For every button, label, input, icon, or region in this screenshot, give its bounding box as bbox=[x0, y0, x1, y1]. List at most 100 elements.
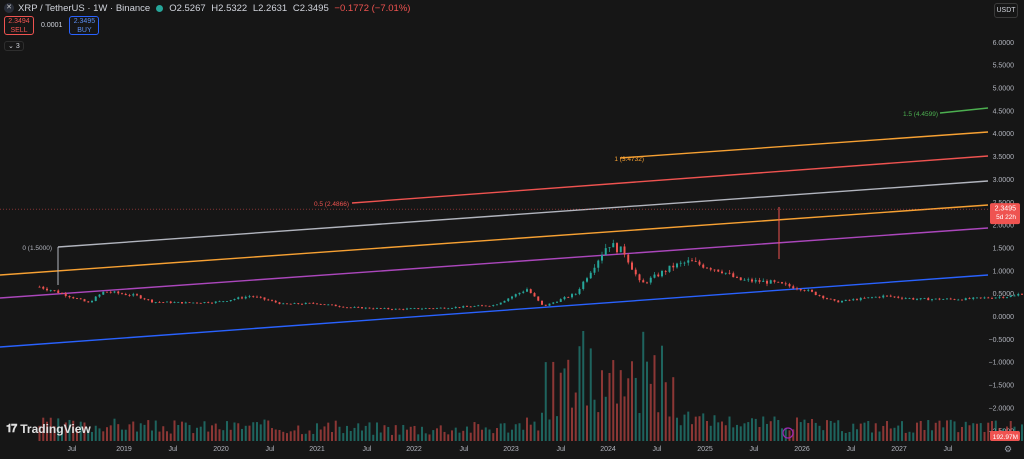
volume-bar bbox=[867, 420, 870, 441]
sell-button[interactable]: 2.3494 SELL bbox=[4, 16, 34, 35]
candle-body bbox=[942, 299, 945, 300]
candle-body bbox=[559, 299, 562, 302]
indicators-toggle[interactable]: ⌄ 3 bbox=[4, 41, 24, 51]
candle-body bbox=[342, 306, 345, 308]
candle-body bbox=[49, 290, 52, 292]
volume-bar bbox=[57, 418, 60, 441]
candle-body bbox=[818, 295, 821, 296]
volume-bar bbox=[739, 426, 742, 441]
volume-bar bbox=[203, 421, 206, 441]
candle-body bbox=[409, 308, 412, 310]
volume-bar bbox=[552, 361, 555, 441]
y-tick-label: 5.0000 bbox=[993, 86, 1015, 93]
volume-bar bbox=[383, 425, 386, 441]
market-status-icon bbox=[156, 4, 164, 12]
candle-body bbox=[781, 282, 783, 284]
candle-body bbox=[567, 297, 570, 298]
volume-bar bbox=[919, 420, 922, 441]
y-tick-label: 2.0000 bbox=[993, 223, 1015, 230]
candle-body bbox=[503, 300, 506, 303]
volume-bar bbox=[683, 414, 686, 441]
symbol-logo-icon[interactable]: ✕ bbox=[4, 3, 14, 13]
candle-body bbox=[889, 295, 892, 297]
volume-bar bbox=[773, 416, 776, 441]
candle-body bbox=[882, 295, 885, 298]
volume-bar bbox=[151, 430, 153, 441]
candle-body bbox=[946, 298, 948, 300]
volume-bar bbox=[957, 432, 960, 441]
volume-bar bbox=[586, 405, 588, 441]
volume-bar bbox=[286, 433, 288, 441]
last-price-value: 2.3495 bbox=[995, 206, 1017, 213]
x-tick-label: Jul bbox=[363, 446, 372, 453]
y-tick-label: 3.5000 bbox=[993, 154, 1015, 161]
candle-body bbox=[226, 301, 228, 302]
volume-bar bbox=[743, 423, 746, 441]
candle-body bbox=[1009, 295, 1012, 298]
candle-body bbox=[762, 280, 765, 282]
volume-bar bbox=[818, 425, 821, 441]
volume-bar bbox=[42, 417, 45, 441]
volume-bar bbox=[451, 430, 453, 441]
volume-bar bbox=[64, 422, 67, 441]
y-tick-label: 4.5000 bbox=[993, 108, 1015, 115]
volume-bar bbox=[402, 424, 405, 441]
x-tick-label: 2026 bbox=[794, 446, 810, 453]
volume-bar bbox=[642, 331, 645, 441]
high-value: H2.5322 bbox=[211, 2, 248, 14]
volume-bar bbox=[87, 429, 90, 441]
y-tick-label: −1.0000 bbox=[989, 360, 1015, 367]
y-tick-label: −1.5000 bbox=[989, 383, 1015, 390]
candle-body bbox=[143, 298, 146, 300]
candle-body bbox=[286, 303, 288, 305]
candle-body bbox=[571, 294, 573, 298]
candle-body bbox=[863, 297, 866, 299]
x-tick-label: 2025 bbox=[697, 446, 713, 453]
volume-bar bbox=[717, 422, 720, 441]
candle-body bbox=[619, 246, 622, 253]
candle-body bbox=[121, 293, 123, 295]
candle-body bbox=[91, 300, 93, 303]
candle-body bbox=[102, 291, 105, 295]
settings-gear-icon[interactable]: ⚙ bbox=[1004, 444, 1013, 454]
volume-bar bbox=[972, 423, 975, 441]
candle-body bbox=[364, 307, 367, 309]
candle-body bbox=[106, 291, 108, 293]
candle-body bbox=[799, 289, 802, 291]
candle-body bbox=[897, 296, 900, 298]
candle-body bbox=[57, 290, 60, 294]
buy-button[interactable]: 2.3495 BUY bbox=[69, 16, 100, 35]
candle-body bbox=[736, 277, 738, 278]
last-volume-value: 192.97M bbox=[993, 434, 1018, 441]
candle-body bbox=[188, 302, 191, 304]
candle-body bbox=[908, 298, 911, 299]
candle-body bbox=[574, 293, 577, 295]
volume-bar bbox=[469, 432, 472, 441]
currency-select[interactable]: USDT bbox=[994, 3, 1018, 18]
volume-bar bbox=[94, 425, 97, 441]
volume-bar bbox=[653, 355, 656, 441]
fib-level-05-line bbox=[351, 155, 989, 204]
candle-body bbox=[886, 295, 888, 297]
volume-bar bbox=[713, 415, 716, 441]
candle-body bbox=[608, 247, 611, 249]
candle-body bbox=[383, 308, 386, 309]
volume-bar bbox=[398, 434, 401, 441]
candle-body bbox=[646, 282, 648, 284]
candle-body bbox=[998, 296, 1001, 298]
candle-countdown: 5d 22h bbox=[996, 214, 1016, 221]
volume-bar bbox=[128, 424, 131, 441]
volume-bar bbox=[147, 420, 150, 441]
symbol-title[interactable]: XRP / TetherUS · 1W · Binance bbox=[18, 2, 151, 14]
candle-body bbox=[601, 255, 603, 261]
candle-body bbox=[252, 296, 255, 298]
volume-bar bbox=[196, 427, 198, 441]
volume-bar bbox=[616, 403, 618, 441]
candle-body bbox=[68, 296, 71, 298]
candle-body bbox=[702, 264, 705, 268]
volume-bar bbox=[994, 420, 997, 441]
volume-bar bbox=[668, 416, 671, 441]
volume-bar bbox=[218, 429, 221, 441]
volume-bar bbox=[803, 419, 806, 441]
